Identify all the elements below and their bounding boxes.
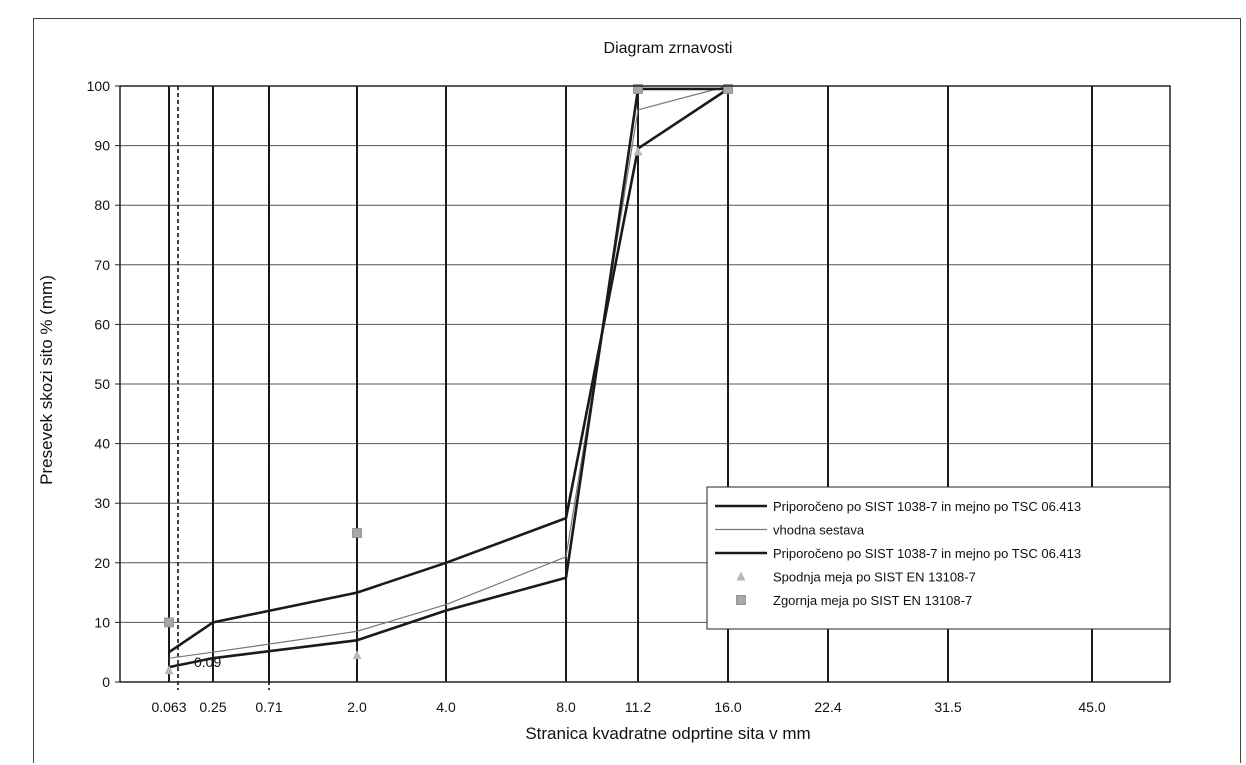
upper-limit-marker bbox=[633, 84, 643, 94]
y-tick-label: 0 bbox=[102, 674, 110, 690]
x-tick-label: 16.0 bbox=[714, 699, 741, 715]
reference-lines-layer: 0.09 bbox=[177, 86, 270, 690]
legend-box bbox=[706, 486, 1171, 630]
series-line-recommended bbox=[168, 87, 729, 654]
legend-label: vhodna sestava bbox=[773, 523, 865, 538]
y-tick-label: 80 bbox=[94, 197, 110, 213]
y-tick-label: 60 bbox=[94, 316, 110, 332]
legend-label: Spodnja meja po SIST EN 13108-7 bbox=[773, 570, 976, 585]
x-tick-label: 0.71 bbox=[255, 699, 282, 715]
series-layer bbox=[168, 85, 729, 669]
x-tick-label: 4.0 bbox=[436, 699, 456, 715]
x-tick-label: 45.0 bbox=[1078, 699, 1105, 715]
x-tick-label: 11.2 bbox=[625, 699, 651, 715]
plot-frame bbox=[119, 85, 1171, 683]
legend-label: Priporočeno po SIST 1038-7 in mejno po T… bbox=[773, 499, 1081, 514]
x-axis-label: Stranica kvadratne odprtine sita v mm bbox=[525, 724, 810, 743]
x-tick-label: 31.5 bbox=[934, 699, 961, 715]
lower-limit-marker bbox=[633, 146, 643, 156]
axis-layer: 0 10 20 30 40 50 60 70 80 90 100 0.063 0.25 0.71 2.0 4.… bbox=[87, 78, 1171, 715]
outer-frame bbox=[33, 18, 1241, 763]
legend: Priporočeno po SIST 1038-7 in mejno po T… bbox=[706, 486, 1171, 630]
x-tick-label: 0.25 bbox=[199, 699, 226, 715]
x-tick-label: 8.0 bbox=[556, 699, 576, 715]
y-tick-label: 70 bbox=[94, 257, 110, 273]
chart-title: Diagram zrnavosti bbox=[604, 40, 733, 57]
x-tick-label: 0.063 bbox=[151, 699, 186, 715]
y-tick-label: 40 bbox=[94, 436, 110, 452]
y-tick-label: 30 bbox=[94, 495, 110, 511]
lower-limit-marker bbox=[164, 665, 174, 675]
x-tick-label: 22.4 bbox=[814, 699, 841, 715]
y-tick-label: 100 bbox=[87, 78, 111, 94]
x-tick-label: 2.0 bbox=[347, 699, 367, 715]
upper-limit-marker bbox=[352, 528, 362, 538]
upper-limit-marker bbox=[164, 617, 174, 628]
y-tick-label: 90 bbox=[94, 138, 110, 154]
legend-label: Zgornja meja po SIST EN 13108-7 bbox=[773, 593, 972, 608]
legend-swatch-square bbox=[736, 595, 746, 605]
upper-limit-marker bbox=[723, 84, 733, 94]
y-tick-label: 10 bbox=[94, 614, 110, 630]
y-axis-label: Presevek skozi sito % (mm) bbox=[37, 275, 56, 485]
lower-limit-marker bbox=[352, 650, 362, 660]
y-tick-label: 20 bbox=[94, 555, 110, 571]
series-line-recommended bbox=[168, 87, 728, 669]
legend-swatch-triangle bbox=[736, 571, 746, 581]
series-line-input-mix bbox=[168, 85, 729, 659]
y-tick-label: 50 bbox=[94, 376, 110, 392]
marker-layer bbox=[164, 83, 733, 675]
legend-label: Priporočeno po SIST 1038-7 in mejno po T… bbox=[773, 546, 1081, 561]
